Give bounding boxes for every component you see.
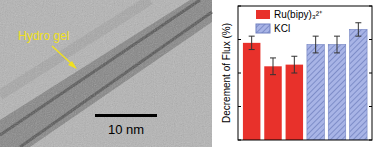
scale-label: 10 nm <box>108 122 144 137</box>
bar <box>243 43 260 140</box>
frame <box>238 6 372 140</box>
y-tick-right <box>369 106 372 107</box>
error-bar <box>291 56 297 73</box>
error-cap <box>291 56 297 57</box>
annotation: Hydro gel <box>18 29 69 43</box>
error-line <box>251 36 252 49</box>
grain <box>0 0 212 147</box>
bar <box>264 66 281 140</box>
error-bar <box>334 36 340 53</box>
error-cap <box>355 22 361 23</box>
error-bar <box>355 23 361 36</box>
y-tick <box>238 106 241 107</box>
bar <box>307 45 324 140</box>
micrograph: Hydro gel 10 nm <box>0 0 212 147</box>
error-cap <box>334 52 340 53</box>
legend-label: Ru(bipy)₃²⁺ <box>274 9 323 20</box>
error-cap <box>270 74 276 75</box>
error-cap <box>313 52 319 53</box>
error-cap <box>355 36 361 37</box>
legend-swatch <box>256 10 270 19</box>
y-tick <box>238 140 241 141</box>
bar <box>350 29 367 140</box>
error-cap <box>334 36 340 37</box>
y-tick-right <box>369 6 372 7</box>
y-tick-right <box>369 39 372 40</box>
error-cap <box>249 49 255 50</box>
error-line <box>315 36 316 53</box>
error-cap <box>313 36 319 37</box>
error-cap <box>249 36 255 37</box>
legend: Ru(bipy)₃²⁺ KCl <box>256 9 323 34</box>
bars <box>243 23 367 140</box>
error-line <box>337 36 338 53</box>
legend-label: KCl <box>274 23 290 34</box>
bar <box>328 45 345 140</box>
tem-bg <box>0 0 212 147</box>
y-label: Decrement of Flux (%) <box>221 23 232 123</box>
error-cap <box>291 73 297 74</box>
error-bar <box>313 36 319 53</box>
error-bar <box>249 36 255 49</box>
tube <box>0 0 212 147</box>
bar <box>286 65 303 140</box>
y-tick <box>238 39 241 40</box>
y-tick <box>238 6 241 7</box>
y-tick <box>238 73 241 74</box>
error-line <box>273 58 274 75</box>
error-line <box>358 23 359 36</box>
y-tick-right <box>369 140 372 141</box>
scale-bar <box>95 114 157 117</box>
legend-swatch <box>256 24 270 33</box>
error-bar <box>270 58 276 75</box>
arrow-head <box>68 61 77 69</box>
error-cap <box>270 57 276 58</box>
y-tick-right <box>369 73 372 74</box>
error-line <box>294 56 295 73</box>
